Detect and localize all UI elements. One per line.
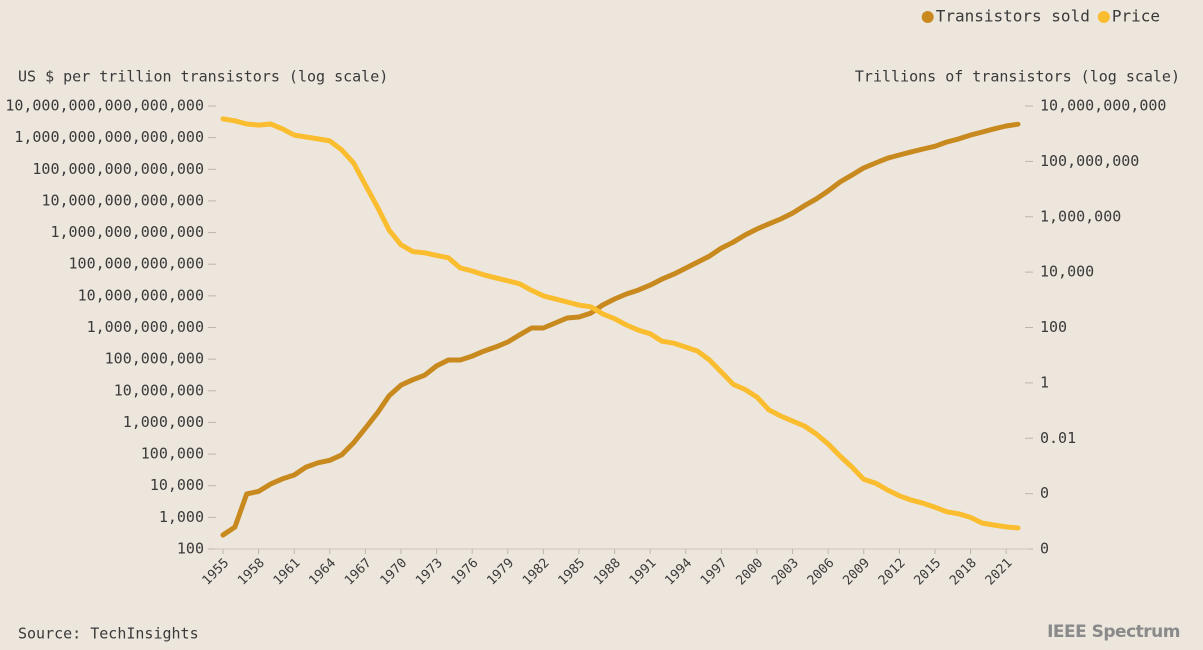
x-tick-label: 1973 [413,556,446,589]
x-tick-label: 2006 [805,556,838,589]
source: Source: TechInsights [18,625,199,643]
y-tick-label: 10,000 [150,476,204,494]
legend-swatch [1097,11,1110,23]
series-line [220,116,1021,531]
y2-tick-label: 10,000 [1040,263,1094,281]
y-tick-label: 10,000,000,000,000 [41,191,204,209]
x-tick-label: 1994 [662,556,695,589]
x-tick-label: 2015 [911,556,944,589]
y2-tick-label: 0 [1040,540,1049,558]
y-tick-label: 100,000,000,000 [69,255,204,273]
y-tick-label: 100,000,000,000,000 [32,160,204,178]
x-tick-label: 1958 [235,556,268,589]
x-tick-label: 1967 [342,556,375,589]
x-tick-label: 1982 [520,556,553,589]
y-tick-label: 100,000,000 [105,350,204,368]
x-tick-label: 1985 [556,556,589,589]
x-tick-label: 2021 [983,556,1016,589]
y-tick-label: 100,000 [141,445,204,463]
x-tick-label: 2000 [734,556,767,589]
x-tick-label: 1976 [449,556,482,589]
y2-axis-label: Trillions of transistors (log scale) [855,68,1180,86]
y2-tick-label: 1,000,000 [1040,207,1121,225]
y-tick-label: 1,000 [159,508,204,526]
x-tick-label: 1997 [698,556,731,589]
brand: IEEE Spectrum [1047,622,1180,642]
y2-tick-label: 0 [1040,484,1049,502]
x-tick-label: 2009 [840,556,873,589]
y2-tick-label: 1 [1040,373,1049,391]
y-tick-label: 1,000,000,000,000 [50,223,204,241]
y-tick-label: 1,000,000,000,000,000 [14,128,204,146]
legend-swatch [921,11,934,23]
legend-label: Transistors sold [936,7,1090,26]
y-tick-label: 1,000,000 [123,413,204,431]
x-tick-label: 1991 [627,556,660,589]
y-tick-label: 100 [177,540,204,558]
y-tick-label: 10,000,000 [114,381,204,399]
y-tick-label: 10,000,000,000,000,000 [5,97,204,115]
y2-tick-label: 100,000,000 [1040,152,1139,170]
legend-label: Price [1112,7,1160,26]
x-tick-label: 1961 [271,556,304,589]
x-tick-label: 2012 [876,556,909,589]
y-tick-label: 10,000,000,000 [78,286,204,304]
x-tick-label: 2003 [769,556,802,589]
y2-tick-label: 0.01 [1040,429,1076,447]
y2-tick-label: 100 [1040,318,1067,336]
x-tick-label: 1979 [484,556,517,589]
x-tick-label: 2018 [947,556,980,589]
y2-tick-label: 10,000,000,000 [1040,97,1166,115]
x-tick-label: 1988 [591,556,624,589]
series-line [220,121,1021,538]
x-tick-label: 1970 [378,556,411,589]
y-tick-label: 1,000,000,000 [87,318,204,336]
x-tick-label: 1955 [200,556,233,589]
x-tick-label: 1964 [306,556,339,589]
y-axis-label: US $ per trillion transistors (log scale… [18,68,388,86]
